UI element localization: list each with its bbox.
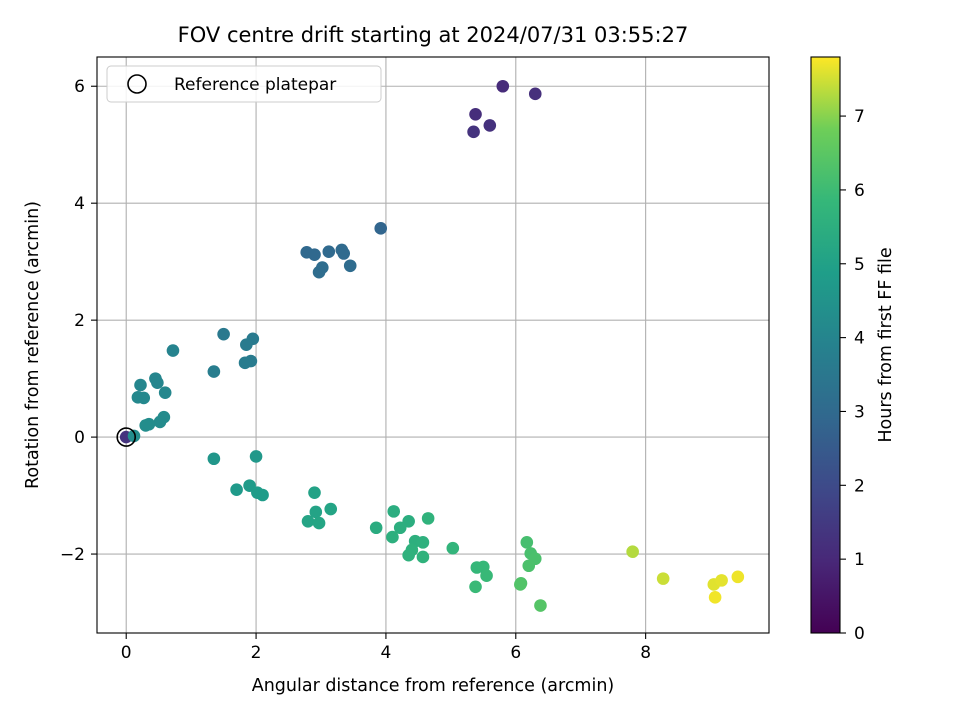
data-point — [496, 79, 510, 93]
legend: Reference platepar — [106, 65, 382, 103]
data-point — [308, 248, 321, 261]
data-point — [207, 365, 221, 378]
y-tick-label: −2 — [60, 545, 85, 565]
x-tick-label: 0 — [121, 643, 132, 663]
x-tick-label: 8 — [640, 643, 651, 663]
axis-ticks: 0 2 4 6 8 −2 0 2 4 6 — [60, 77, 651, 663]
data-point — [483, 119, 497, 132]
legend-box — [106, 65, 382, 103]
data-point — [416, 550, 430, 564]
colorbar-tick-label: 6 — [854, 181, 865, 201]
data-point — [480, 569, 493, 582]
data-point — [393, 521, 407, 535]
data-point — [369, 521, 383, 535]
chart-title: FOV centre drift starting at 2024/07/31 … — [178, 23, 689, 47]
data-point — [514, 578, 527, 591]
y-axis-label: Rotation from reference (arcmin) — [23, 201, 43, 489]
data-point — [166, 344, 180, 357]
colorbar-ticks: 0 1 2 3 4 5 6 7 — [840, 107, 865, 644]
data-point — [416, 536, 430, 549]
colorbar-tick-label: 7 — [854, 107, 865, 127]
data-point — [469, 108, 482, 121]
data-point — [469, 580, 482, 594]
data-point — [374, 222, 388, 235]
data-point — [238, 356, 252, 370]
data-points — [119, 79, 745, 612]
data-point — [708, 591, 722, 604]
data-point — [249, 450, 263, 463]
data-point — [467, 125, 480, 139]
colorbar-tick-label: 2 — [854, 476, 865, 496]
data-point — [656, 572, 670, 585]
data-point — [387, 505, 401, 518]
data-point — [626, 545, 639, 559]
data-point — [337, 247, 351, 260]
data-point — [715, 574, 728, 587]
plot-area — [96, 56, 770, 634]
data-point — [134, 378, 147, 392]
data-point — [158, 386, 172, 399]
data-point — [308, 486, 321, 499]
data-point — [421, 512, 435, 525]
data-point — [322, 245, 336, 259]
colorbar-tick-label: 3 — [854, 402, 865, 422]
data-point — [127, 429, 141, 443]
colorbar: 0 1 2 3 4 5 6 7 Hours from first FF file — [810, 56, 896, 644]
data-point — [446, 541, 460, 555]
data-point — [207, 452, 221, 466]
x-tick-label: 2 — [251, 643, 262, 663]
y-tick-label: 4 — [74, 194, 85, 214]
data-point — [324, 502, 338, 516]
colorbar-label: Hours from first FF file — [876, 247, 896, 442]
data-point — [386, 530, 399, 544]
x-tick-label: 6 — [510, 643, 521, 663]
data-point — [217, 327, 230, 341]
y-tick-label: 0 — [74, 428, 85, 448]
legend-label: Reference platepar — [174, 75, 336, 95]
data-point — [309, 505, 323, 519]
y-tick-label: 6 — [74, 77, 85, 97]
data-point — [137, 391, 151, 405]
data-point — [151, 376, 164, 390]
data-point — [343, 259, 357, 273]
data-point — [139, 419, 152, 432]
data-point — [256, 488, 269, 502]
legend-marker — [127, 74, 147, 94]
y-tick-label: 2 — [74, 311, 85, 331]
colorbar-tick-label: 4 — [854, 329, 865, 349]
data-point — [312, 516, 326, 530]
x-axis-label: Angular distance from reference (arcmin) — [252, 676, 615, 696]
colorbar-tick-label: 5 — [854, 255, 865, 275]
data-point — [731, 570, 745, 584]
data-point — [312, 265, 326, 279]
colorbar-gradient — [810, 56, 841, 634]
data-point — [153, 415, 167, 429]
colorbar-tick-label: 1 — [854, 550, 865, 570]
data-point — [534, 599, 547, 612]
x-tick-label: 4 — [381, 643, 392, 663]
data-point — [240, 338, 253, 352]
data-point — [528, 87, 542, 101]
data-point — [522, 559, 536, 573]
data-point — [402, 548, 415, 562]
data-point — [301, 515, 315, 528]
grid — [97, 57, 769, 633]
reference-platepar-marker — [116, 427, 137, 447]
colorbar-tick-label: 0 — [854, 624, 865, 644]
data-point — [520, 536, 534, 549]
data-point — [230, 483, 243, 497]
